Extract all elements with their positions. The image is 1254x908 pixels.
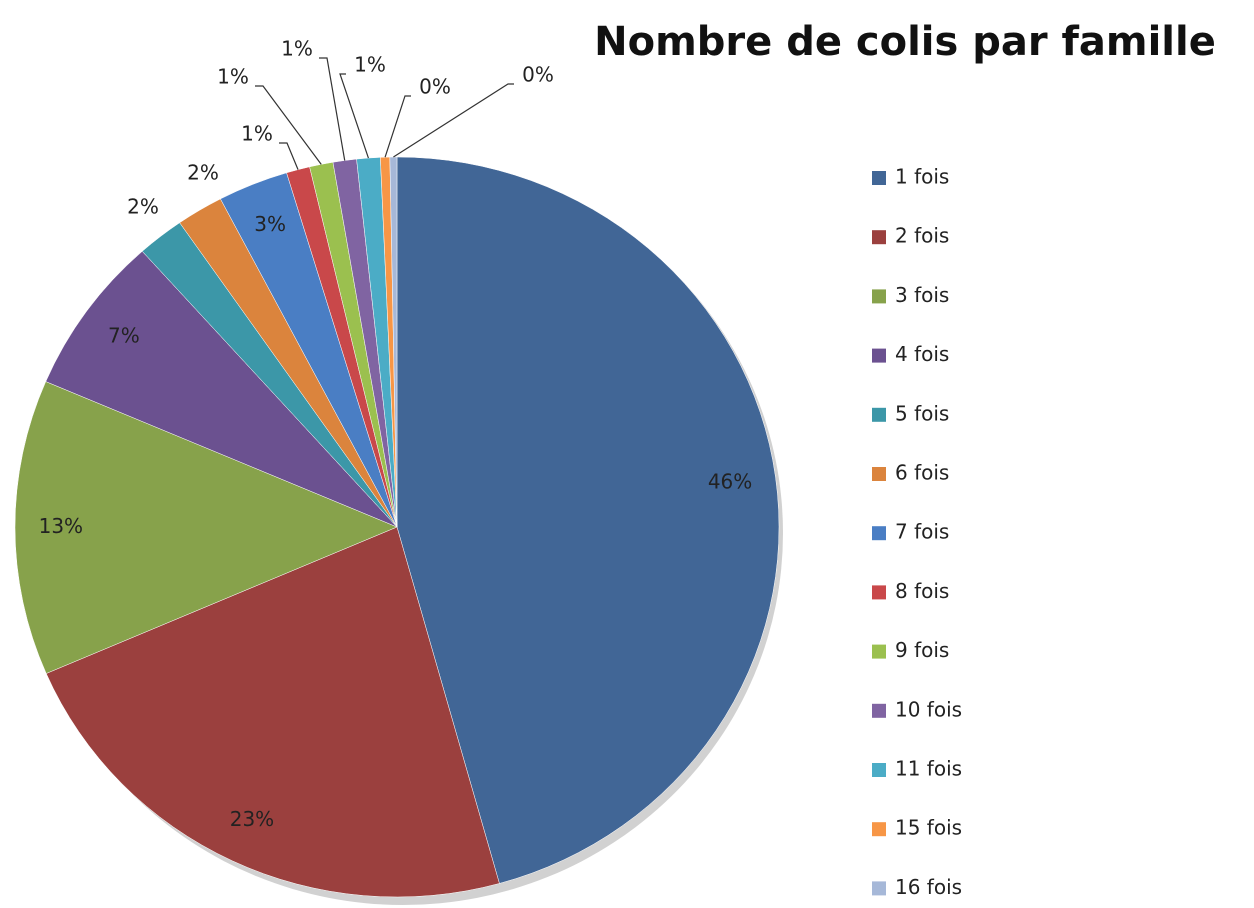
data-label: 23% [230,807,274,831]
legend-swatch [872,763,886,777]
leader-line [393,83,514,158]
leader-line [339,73,369,159]
legend-swatch [872,822,886,837]
legend-swatch [872,703,886,718]
pie-slice [396,156,780,884]
data-label: 0% [522,63,554,87]
legend-label: 15 fois [895,816,962,840]
legend-label: 8 fois [895,579,949,603]
leader-line [319,57,346,161]
data-label: 13% [39,514,83,538]
legend-label: 1 fois [895,165,949,189]
data-label: 2% [187,161,219,185]
data-label: 1% [354,53,386,77]
data-label: 3% [254,212,286,236]
legend-swatch [872,585,886,600]
legend-swatch [872,171,886,185]
legend-swatch [872,230,886,245]
legend-swatch [872,348,886,363]
legend-label: 11 fois [895,757,962,781]
legend-label: 16 fois [895,875,962,899]
legend-label: 10 fois [895,697,962,721]
legend-swatch [872,526,886,541]
legend-label: 5 fois [895,401,949,425]
legend-swatch [872,289,886,304]
data-label: 2% [127,195,159,219]
data-label: 1% [241,122,273,146]
legend-label: 6 fois [895,461,949,485]
leader-line [279,142,299,170]
legend-swatch [872,407,886,422]
data-label: 46% [708,469,752,493]
chart-title: Nombre de colis par famille [594,19,1216,65]
legend-label: 4 fois [895,342,949,366]
data-label: 0% [419,75,451,99]
data-label: 7% [108,324,140,348]
data-label: 1% [217,65,249,89]
pie-slice [389,156,398,528]
leader-line [384,95,411,158]
leader-line [255,85,322,165]
legend-label: 2 fois [895,224,949,248]
legend-swatch [872,467,886,481]
legend-swatch [872,644,886,659]
legend-label: 7 fois [895,520,949,544]
pie-slice [14,381,398,674]
legend-label: 3 fois [895,283,949,307]
data-label: 1% [281,37,313,61]
pie-slice [45,250,398,528]
legend-swatch [872,881,886,896]
legend-label: 9 fois [895,638,949,662]
pie-slice [45,526,500,898]
